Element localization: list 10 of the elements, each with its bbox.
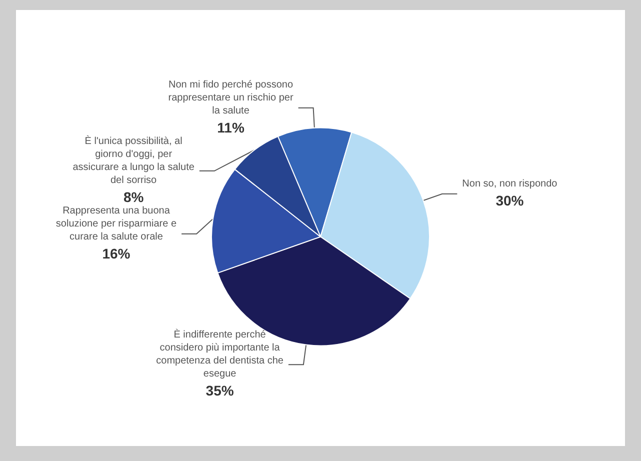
data-label: 16% [102, 245, 131, 262]
data-label: 11% [217, 119, 245, 136]
slice-label: Non so, non rispondo [462, 178, 558, 190]
slice-label: Non mi fido perché possono rappresentare un rischio per la salute [168, 79, 294, 116]
slice-label: Rappresenta una buona soluzione per risparmiare e curare la salute orale [56, 205, 177, 242]
slice-label: È l'unica possibilità, al giorno d'oggi, per assicurare a lungo la salute del sorriso [72, 134, 195, 186]
data-label: 35% [206, 382, 234, 399]
slice-label: È indifferente perché considero più importante la competenza del dentista che esegue [156, 328, 284, 380]
data-label: 30% [496, 192, 524, 208]
data-label: 8% [123, 188, 144, 205]
